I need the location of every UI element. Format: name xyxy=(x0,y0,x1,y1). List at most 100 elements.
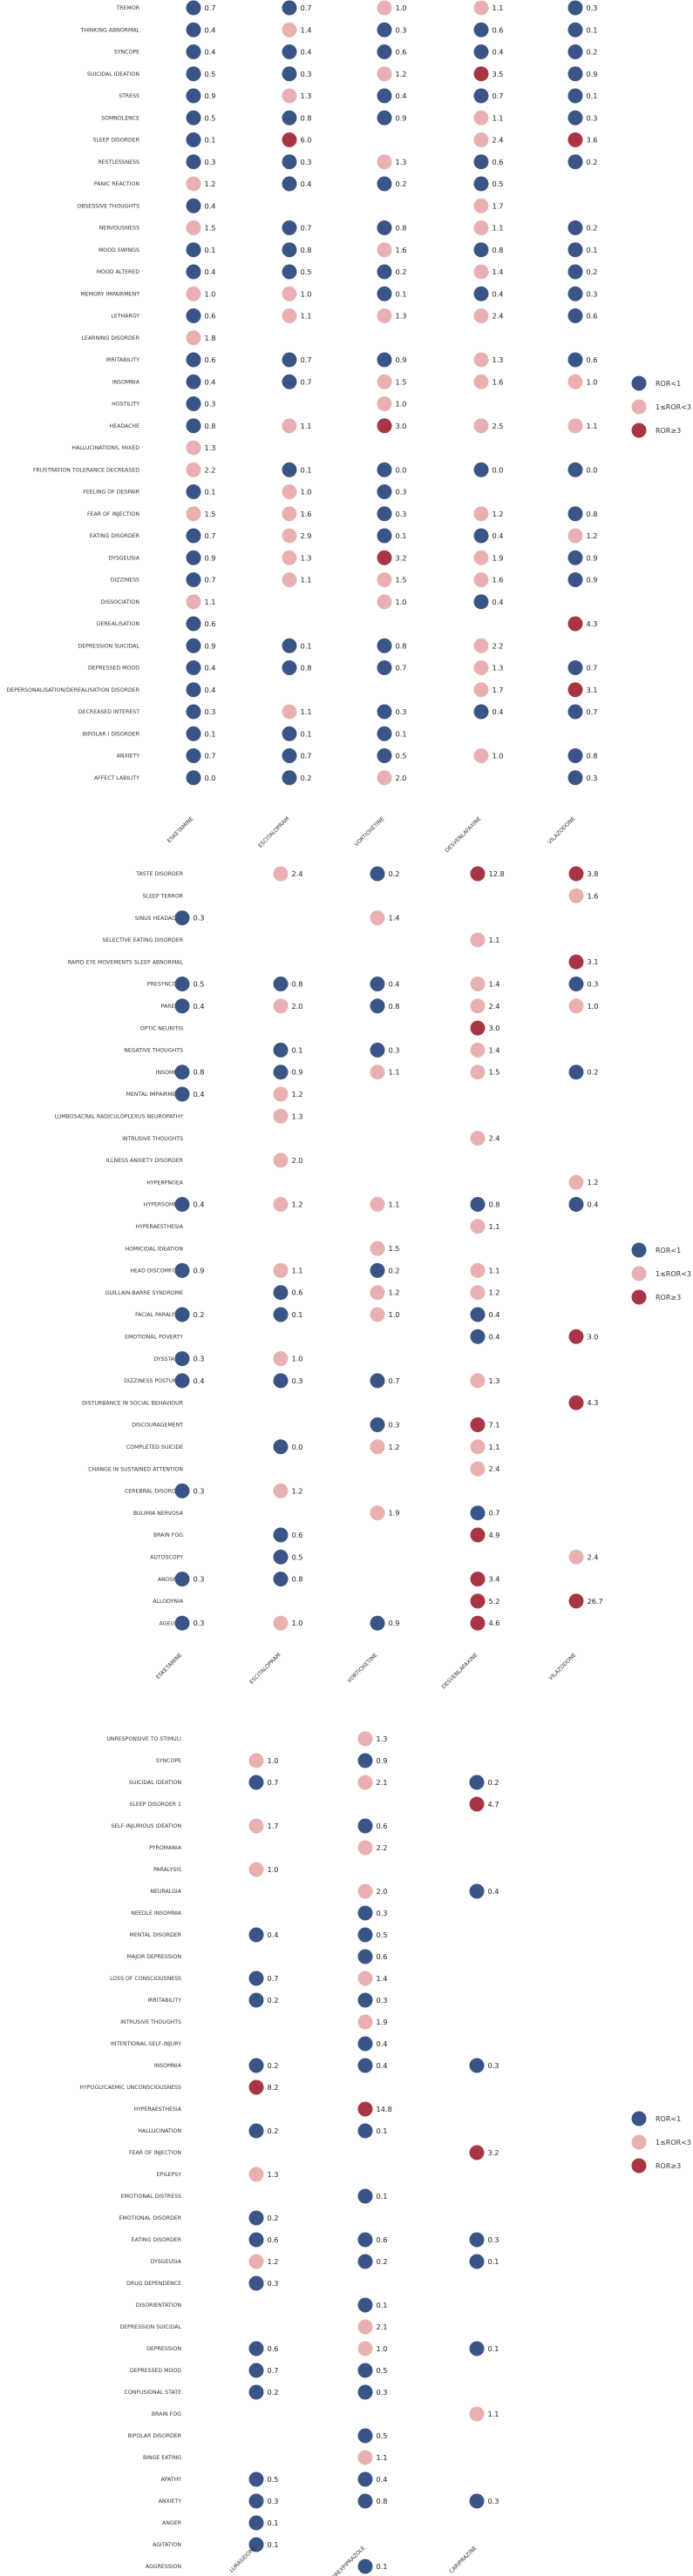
legend-swatch xyxy=(631,2158,647,2174)
ror-value-label: 0.4 xyxy=(205,267,216,276)
row-label: EATING DISORDER xyxy=(90,533,140,539)
ror-value-label: 1.5 xyxy=(205,510,216,518)
ror-value-label: 26.7 xyxy=(588,1597,603,1606)
row-label: FEAR OF INJECTION xyxy=(87,511,139,517)
ror-value-label: 1.0 xyxy=(205,289,216,298)
row-label: AGITATION xyxy=(153,2542,181,2548)
ror-value-label: 1.1 xyxy=(489,936,500,944)
ror-dot xyxy=(377,594,392,610)
ror-value-label: 1.3 xyxy=(396,158,407,166)
ror-value-label: 0.3 xyxy=(396,25,407,34)
ror-dot xyxy=(470,977,486,991)
ror-value-label: 0.2 xyxy=(587,158,598,166)
legend-label: 1≤ROR<3 xyxy=(656,403,691,411)
row-label: MENTAL DISORDER xyxy=(130,1932,182,1938)
ror-dot xyxy=(273,1042,289,1058)
row-label: SELF-INJURIOUS IDEATION xyxy=(111,1823,181,1829)
ror-value-label: 0.3 xyxy=(194,1619,205,1627)
ror-dot xyxy=(567,682,583,698)
row-label: DIZZINESS POSTURAL xyxy=(124,1378,183,1384)
ror-dot xyxy=(473,0,489,16)
ror-dot xyxy=(377,352,392,368)
ror-dot xyxy=(567,0,583,16)
ror-dot xyxy=(282,418,297,434)
ror-dot xyxy=(370,1065,385,1080)
row-label: DISSOCIATION xyxy=(101,599,140,605)
ror-dot xyxy=(377,176,392,192)
ror-dot xyxy=(357,2341,373,2356)
ror-dot xyxy=(186,440,201,456)
row-label: DEPRESSION xyxy=(146,2346,181,2352)
ror-value-label: 12.8 xyxy=(489,869,505,878)
ror-value-label: 0.9 xyxy=(377,1756,388,1765)
row-label: LUMBOSACRAL RADICULOPLEXUS NEUROPATHY xyxy=(55,1114,184,1120)
ror-value-label: 0.3 xyxy=(268,2497,279,2505)
legend-swatch xyxy=(631,1266,647,1281)
ror-value-label: 1.5 xyxy=(489,1068,500,1077)
ror-value-label: 0.4 xyxy=(493,707,504,716)
ror-value-label: 0.8 xyxy=(292,1575,303,1584)
ror-value-label: 0.5 xyxy=(292,1552,303,1561)
ror-dot xyxy=(473,638,489,653)
row-label: CEREBRAL DISORDER xyxy=(125,1489,184,1495)
ror-dot xyxy=(377,572,392,587)
ror-dot xyxy=(186,506,201,522)
ror-value-label: 1.7 xyxy=(493,686,504,694)
ror-value-label: 1.1 xyxy=(488,2410,499,2418)
ror-dot xyxy=(469,1883,485,1899)
ror-value-label: 2.0 xyxy=(292,1002,303,1011)
ror-value-label: 6.0 xyxy=(301,136,312,145)
row-label: PANIC REACTION xyxy=(94,181,139,187)
row-label: HEADACHE xyxy=(110,423,140,429)
row-label: DISTURBANCE IN SOCIAL BEHAVIOUR xyxy=(82,1400,184,1406)
ror-dot xyxy=(357,1775,373,1790)
ror-value-label: 1.4 xyxy=(489,1045,500,1054)
ror-dot xyxy=(470,1065,486,1080)
ror-value-label: 1.1 xyxy=(301,707,312,716)
ror-value-label: 1.1 xyxy=(489,1266,500,1274)
legend-swatch xyxy=(631,1289,647,1305)
ror-dot xyxy=(273,1351,289,1367)
ror-dot xyxy=(186,484,201,499)
row-label: DRUG DEPENDENCE xyxy=(126,2281,181,2287)
ror-dot xyxy=(377,638,392,653)
ror-value-label: 0.3 xyxy=(292,1376,303,1385)
ror-value-label: 1.1 xyxy=(301,576,312,585)
ror-value-label: 0.6 xyxy=(205,619,216,628)
ror-dot xyxy=(282,308,297,323)
ror-dot xyxy=(282,638,297,653)
legend-label: ROR<1 xyxy=(656,380,681,388)
ror-value-label: 1.2 xyxy=(493,510,504,518)
row-label: HEAD DISCOMFORT xyxy=(130,1268,183,1274)
panel-2: TASTE DISORDER 2.4 0.2 12.8 3.8 SLEEP TERROR 1… xyxy=(55,866,691,1690)
row-label: INSOMNIA xyxy=(112,379,140,385)
ror-value-label: 0.5 xyxy=(194,980,205,989)
ror-value-label: 1.3 xyxy=(377,1734,388,1743)
row-label: ANXIETY xyxy=(117,754,140,760)
ror-value-label: 0.6 xyxy=(377,2235,388,2244)
ror-dot xyxy=(248,2363,264,2378)
ror-dot xyxy=(282,352,297,368)
ror-dot xyxy=(186,88,201,104)
ror-dot xyxy=(473,66,489,82)
ror-value-label: 0.6 xyxy=(268,2235,279,2244)
row-label: SELECTIVE EATING DISORDER xyxy=(102,937,183,943)
ror-value-label: 1.1 xyxy=(377,2453,388,2462)
ror-value-label: 0.4 xyxy=(301,179,312,188)
row-label: MOOD SWINGS xyxy=(99,247,139,254)
column-label: DESVENLAFAXINE xyxy=(441,1652,479,1690)
row-label: IRRITABILITY xyxy=(105,357,139,363)
ror-value-label: 0.6 xyxy=(377,1952,388,1961)
ror-dot xyxy=(470,932,486,948)
row-label: INTRUSIVE THOUGHTS xyxy=(120,2019,181,2025)
row-label: DEPRESSED MOOD xyxy=(130,2368,181,2374)
ror-value-label: 14.8 xyxy=(377,2105,392,2113)
ror-value-label: 1.9 xyxy=(493,553,504,562)
legend-swatch xyxy=(631,2134,647,2150)
legend-swatch xyxy=(631,1242,647,1258)
ror-dot xyxy=(357,2232,373,2248)
ror-value-label: 0.1 xyxy=(488,2344,499,2353)
ror-value-label: 1.5 xyxy=(396,576,407,585)
ror-dot xyxy=(282,22,297,37)
legend-label: ROR≥3 xyxy=(656,2162,681,2170)
